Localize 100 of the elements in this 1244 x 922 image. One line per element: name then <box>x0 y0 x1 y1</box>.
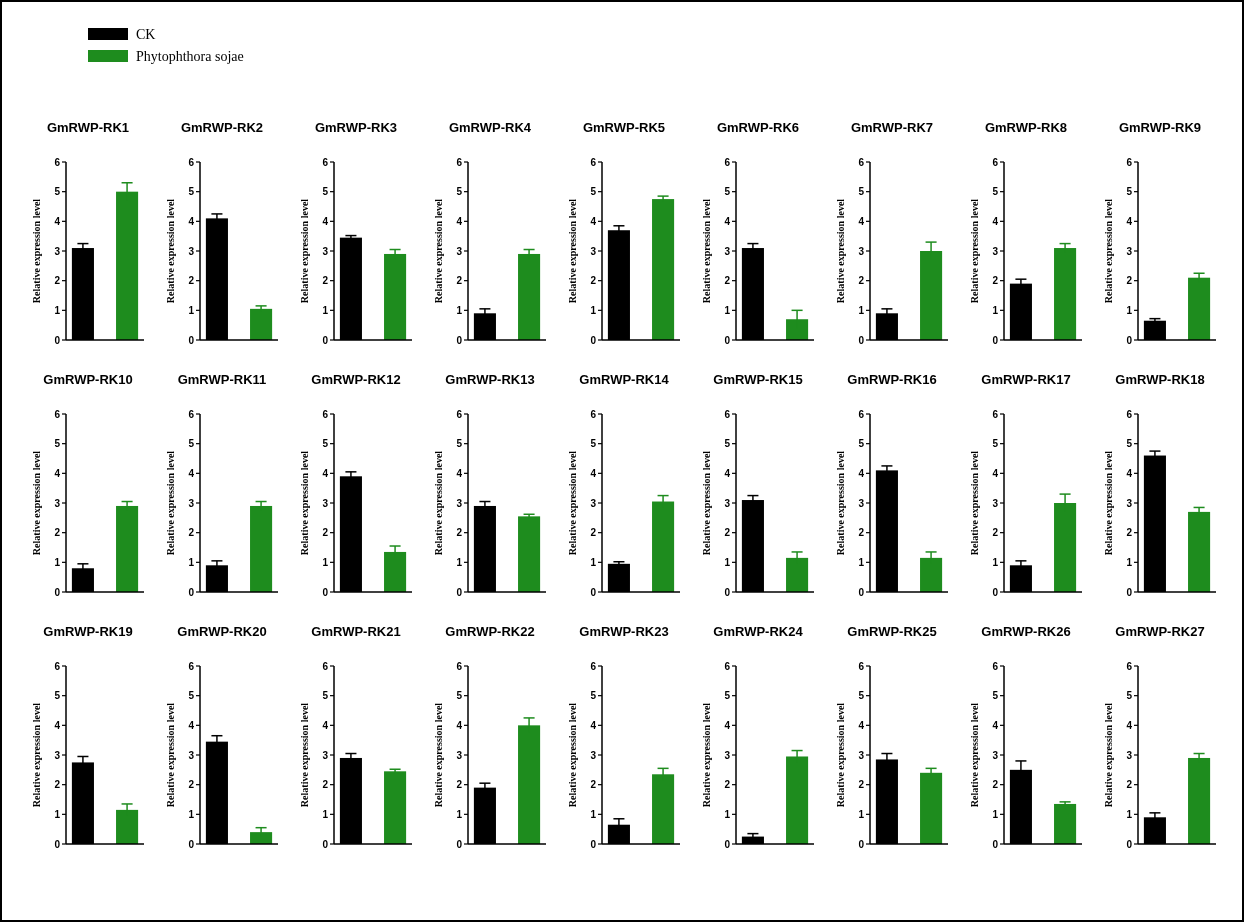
y-tick-label: 0 <box>1126 586 1133 598</box>
y-tick-label: 3 <box>992 497 999 509</box>
y-tick-label: 1 <box>1126 808 1133 820</box>
y-tick-label: 1 <box>858 304 865 316</box>
y-axis-title: Relative expression level <box>165 450 176 556</box>
y-tick-label: 6 <box>54 408 61 420</box>
y-tick-label: 3 <box>54 749 61 761</box>
y-tick-label: 6 <box>724 408 731 420</box>
y-tick-label: 0 <box>858 586 865 598</box>
y-tick-label: 1 <box>322 304 329 316</box>
y-tick-label: 6 <box>992 408 999 420</box>
y-tick-label: 5 <box>456 690 463 702</box>
y-tick-label: 0 <box>456 586 463 598</box>
y-tick-label: 5 <box>590 690 597 702</box>
y-tick-label: 2 <box>188 275 195 287</box>
y-axis-title: Relative expression level <box>165 702 176 808</box>
y-tick-label: 1 <box>590 808 597 820</box>
y-axis-title: Relative expression level <box>433 198 444 304</box>
y-tick-label: 6 <box>858 660 865 672</box>
y-tick-label: 4 <box>188 215 195 227</box>
y-tick-label: 0 <box>858 838 865 850</box>
y-tick-label: 2 <box>322 275 329 287</box>
y-tick-label: 4 <box>724 215 731 227</box>
y-tick-label: 6 <box>456 660 463 672</box>
y-tick-label: 3 <box>858 245 865 257</box>
y-tick-label: 3 <box>992 245 999 257</box>
y-tick-label: 0 <box>724 586 731 598</box>
y-tick-label: 2 <box>54 779 61 791</box>
y-tick-label: 1 <box>188 304 195 316</box>
chart-title: GmRWP-RK14 <box>579 372 670 387</box>
y-tick-label: 0 <box>992 838 999 850</box>
y-tick-label: 0 <box>1126 838 1133 850</box>
y-tick-label: 1 <box>590 556 597 568</box>
y-tick-label: 6 <box>590 660 597 672</box>
y-tick-label: 4 <box>858 215 865 227</box>
y-tick-label: 4 <box>1126 719 1133 731</box>
y-tick-label: 1 <box>54 808 61 820</box>
chart-title: GmRWP-RK12 <box>311 372 401 387</box>
chart-title: GmRWP-RK20 <box>177 624 267 639</box>
y-axis-title: Relative expression level <box>299 450 310 556</box>
legend-label: Phytophthora sojae <box>136 49 244 64</box>
y-tick-label: 0 <box>992 334 999 346</box>
chart-title: GmRWP-RK11 <box>177 372 267 387</box>
y-tick-label: 6 <box>590 408 597 420</box>
y-tick-label: 4 <box>590 719 597 731</box>
y-tick-label: 5 <box>188 690 195 702</box>
y-tick-label: 1 <box>724 304 731 316</box>
y-tick-label: 0 <box>858 334 865 346</box>
chart-title: GmRWP-RK16 <box>847 372 937 387</box>
y-tick-label: 3 <box>54 497 61 509</box>
y-tick-label: 3 <box>590 749 597 761</box>
y-tick-label: 6 <box>188 660 195 672</box>
y-tick-label: 0 <box>188 838 195 850</box>
y-tick-label: 4 <box>54 467 61 479</box>
y-tick-label: 6 <box>858 408 865 420</box>
y-tick-label: 1 <box>456 808 463 820</box>
chart-title: GmRWP-RK26 <box>981 624 1071 639</box>
y-tick-label: 4 <box>992 467 999 479</box>
y-tick-label: 3 <box>724 749 731 761</box>
y-tick-label: 1 <box>322 556 329 568</box>
y-tick-label: 6 <box>322 660 329 672</box>
y-axis-title: Relative expression level <box>31 198 42 304</box>
y-tick-label: 0 <box>54 334 61 346</box>
y-tick-label: 5 <box>858 438 865 450</box>
y-tick-label: 5 <box>1126 690 1133 702</box>
y-tick-label: 2 <box>188 779 195 791</box>
chart-title: GmRWP-RK25 <box>847 624 937 639</box>
y-tick-label: 3 <box>724 245 731 257</box>
y-tick-label: 4 <box>724 467 731 479</box>
y-tick-label: 3 <box>322 749 329 761</box>
y-tick-label: 3 <box>992 749 999 761</box>
y-tick-label: 2 <box>992 527 999 539</box>
chart-title: GmRWP-RK24 <box>713 624 804 639</box>
y-tick-label: 5 <box>858 690 865 702</box>
y-axis-title: Relative expression level <box>433 450 444 556</box>
y-tick-label: 5 <box>54 690 61 702</box>
chart-title: GmRWP-RK7 <box>850 120 934 135</box>
y-tick-label: 2 <box>590 527 597 539</box>
y-tick-label: 2 <box>456 275 463 287</box>
y-tick-label: 1 <box>590 304 597 316</box>
y-axis-title: Relative expression level <box>701 702 712 808</box>
y-tick-label: 5 <box>992 438 999 450</box>
y-tick-label: 0 <box>724 334 731 346</box>
y-tick-label: 2 <box>724 527 731 539</box>
y-tick-label: 4 <box>858 719 865 731</box>
y-tick-label: 2 <box>1126 275 1133 287</box>
y-tick-label: 0 <box>456 838 463 850</box>
y-tick-label: 2 <box>992 275 999 287</box>
chart-title: GmRWP-RK9 <box>1118 120 1202 135</box>
y-tick-label: 1 <box>456 556 463 568</box>
y-tick-label: 0 <box>54 838 61 850</box>
y-tick-label: 0 <box>188 586 195 598</box>
y-tick-label: 3 <box>322 245 329 257</box>
chart-title: GmRWP-RK27 <box>1115 624 1205 639</box>
y-tick-label: 3 <box>456 497 463 509</box>
y-tick-label: 5 <box>322 186 329 198</box>
y-axis-title: Relative expression level <box>567 198 578 304</box>
y-tick-label: 2 <box>724 779 731 791</box>
y-tick-label: 1 <box>858 808 865 820</box>
y-tick-label: 1 <box>1126 556 1133 568</box>
